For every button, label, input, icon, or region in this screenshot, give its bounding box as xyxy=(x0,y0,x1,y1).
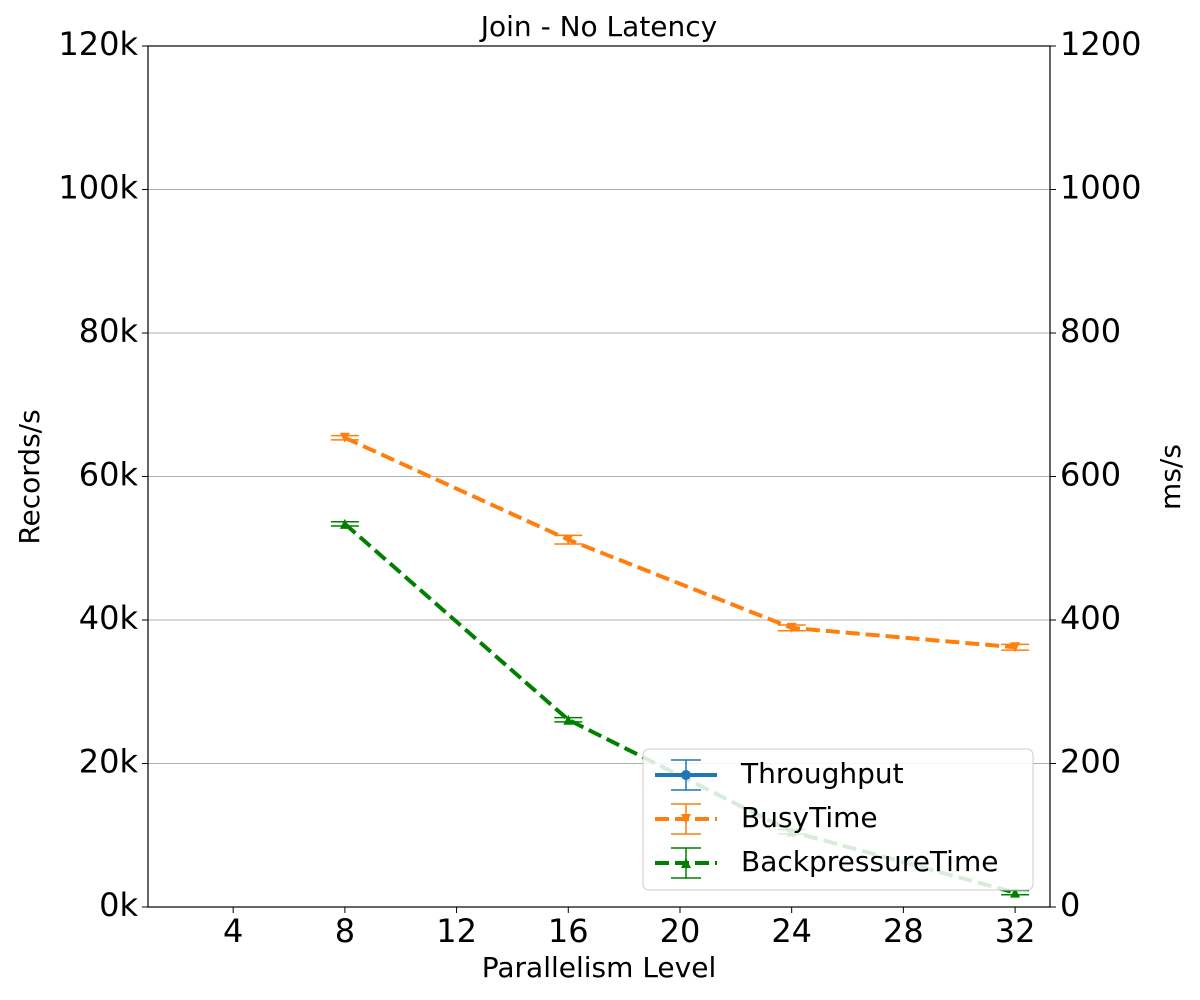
data-point xyxy=(339,518,350,529)
x-tick-label: 12 xyxy=(436,912,477,950)
x-tick-label: 32 xyxy=(995,912,1036,950)
legend-marker xyxy=(681,858,691,868)
y2-tick-label: 400 xyxy=(1060,599,1121,637)
series-line xyxy=(344,435,1016,650)
y2-axis-label: ms/s xyxy=(1154,444,1187,510)
plot-frame xyxy=(147,45,1051,908)
y-tick-label: 100k xyxy=(58,169,138,207)
y-tick-label: 60k xyxy=(79,456,139,494)
y2-tick-label: 800 xyxy=(1060,312,1121,350)
x-tick-label: 20 xyxy=(660,912,701,950)
y2-tick-label: 1200 xyxy=(1060,25,1141,63)
x-tick-label: 16 xyxy=(548,912,589,950)
y-axis-label: Records/s xyxy=(13,409,46,544)
legend-label: BackpressureTime xyxy=(741,845,998,878)
y-tick-label: 0k xyxy=(99,886,138,924)
y2-tick-label: 600 xyxy=(1060,456,1121,494)
y-tick-label: 80k xyxy=(79,312,139,350)
data-point xyxy=(1010,887,1021,898)
x-tick-label: 4 xyxy=(223,912,243,950)
y2-tick-label: 0 xyxy=(1060,886,1080,924)
chart-title: Join - No Latency xyxy=(479,10,717,43)
data-point xyxy=(786,622,797,633)
y-tick-label: 120k xyxy=(58,25,138,63)
x-axis-label: Parallelism Level xyxy=(482,951,716,984)
y-tick-label: 20k xyxy=(79,743,139,781)
x-tick-label: 24 xyxy=(771,912,812,950)
y2-tick-label: 200 xyxy=(1060,743,1121,781)
y2-tick-label: 1000 xyxy=(1060,169,1141,207)
legend-box xyxy=(642,748,1034,891)
x-tick-label: 8 xyxy=(335,912,355,950)
legend-label: BusyTime xyxy=(741,801,878,834)
data-point xyxy=(1010,642,1021,653)
data-point xyxy=(339,432,350,443)
legend-label: Throughput xyxy=(740,757,904,790)
data-point xyxy=(563,534,574,545)
y-tick-label: 40k xyxy=(79,599,139,637)
legend-marker xyxy=(681,770,691,780)
legend-marker xyxy=(681,814,691,824)
data-point xyxy=(563,714,574,725)
x-tick-label: 28 xyxy=(883,912,924,950)
